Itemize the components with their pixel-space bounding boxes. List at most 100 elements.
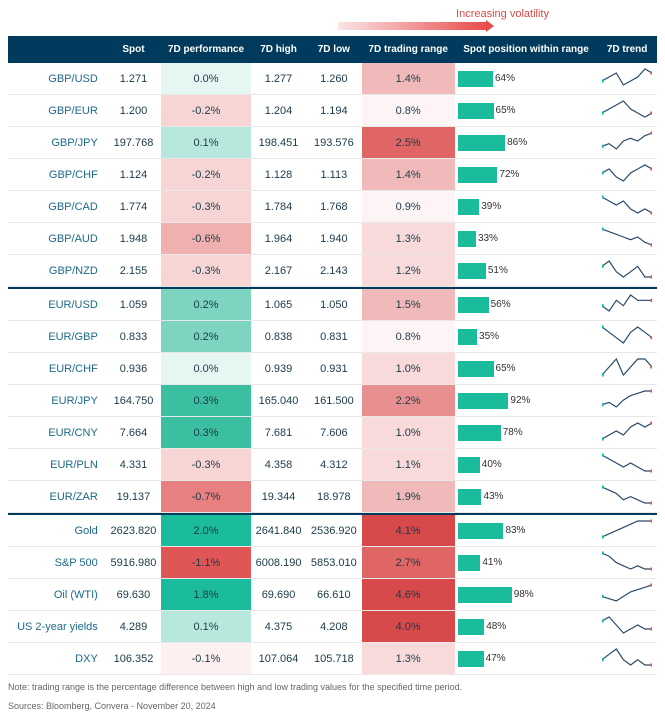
table-row: EUR/ZAR 19.137 -0.7% 19.344 18.978 1.9% … — [8, 481, 657, 513]
col-header: 7D performance — [161, 36, 251, 63]
position-cell: 43% — [455, 481, 597, 513]
high-value: 19.344 — [251, 481, 306, 513]
position-cell: 39% — [455, 191, 597, 223]
table-row: EUR/USD 1.059 0.2% 1.065 1.050 1.5% 56% — [8, 288, 657, 321]
spot-value: 197.768 — [106, 127, 161, 159]
low-value: 1.194 — [306, 95, 361, 127]
high-value: 2.167 — [251, 255, 306, 287]
spot-value: 106.352 — [106, 643, 161, 675]
high-value: 1.204 — [251, 95, 306, 127]
trend-cell — [597, 353, 657, 385]
range-cell: 4.1% — [362, 514, 455, 547]
high-value: 7.681 — [251, 417, 306, 449]
pair-name: GBP/USD — [8, 63, 106, 95]
high-value: 6008.190 — [251, 547, 306, 579]
spot-value: 7.664 — [106, 417, 161, 449]
perf-cell: -0.3% — [161, 255, 251, 287]
range-cell: 1.3% — [362, 223, 455, 255]
position-cell: 51% — [455, 255, 597, 287]
table-row: GBP/USD 1.271 0.0% 1.277 1.260 1.4% 64% — [8, 63, 657, 95]
high-value: 1.128 — [251, 159, 306, 191]
volatility-gradient — [338, 22, 488, 30]
trend-cell — [597, 643, 657, 675]
range-cell: 1.1% — [362, 449, 455, 481]
pair-name: GBP/JPY — [8, 127, 106, 159]
trend-cell — [597, 223, 657, 255]
position-cell: 65% — [455, 95, 597, 127]
trend-cell — [597, 417, 657, 449]
range-cell: 1.4% — [362, 159, 455, 191]
table-header: Spot7D performance7D high7D low7D tradin… — [8, 36, 657, 63]
table-row: EUR/CHF 0.936 0.0% 0.939 0.931 1.0% 65% — [8, 353, 657, 385]
table-row: GBP/EUR 1.200 -0.2% 1.204 1.194 0.8% 65% — [8, 95, 657, 127]
range-cell: 4.0% — [362, 611, 455, 643]
spot-value: 1.124 — [106, 159, 161, 191]
trend-cell — [597, 449, 657, 481]
high-value: 0.838 — [251, 321, 306, 353]
pair-name: Oil (WTI) — [8, 579, 106, 611]
spot-value: 4.331 — [106, 449, 161, 481]
low-value: 2.143 — [306, 255, 361, 287]
spot-value: 19.137 — [106, 481, 161, 513]
position-cell: 35% — [455, 321, 597, 353]
low-value: 4.312 — [306, 449, 361, 481]
table-row: GBP/CHF 1.124 -0.2% 1.128 1.113 1.4% 72% — [8, 159, 657, 191]
perf-cell: 2.0% — [161, 514, 251, 547]
trend-cell — [597, 127, 657, 159]
range-cell: 2.7% — [362, 547, 455, 579]
perf-cell: 0.3% — [161, 385, 251, 417]
pair-name: DXY — [8, 643, 106, 675]
position-cell: 64% — [455, 63, 597, 95]
range-cell: 1.0% — [362, 417, 455, 449]
low-value: 0.931 — [306, 353, 361, 385]
position-cell: 72% — [455, 159, 597, 191]
perf-cell: -0.1% — [161, 643, 251, 675]
forex-table: Spot7D performance7D high7D low7D tradin… — [8, 36, 657, 675]
pair-name: GBP/NZD — [8, 255, 106, 287]
position-cell: 92% — [455, 385, 597, 417]
pair-name: EUR/CHF — [8, 353, 106, 385]
position-cell: 33% — [455, 223, 597, 255]
position-cell: 41% — [455, 547, 597, 579]
perf-cell: 0.1% — [161, 127, 251, 159]
table-row: EUR/CNY 7.664 0.3% 7.681 7.606 1.0% 78% — [8, 417, 657, 449]
range-cell: 0.8% — [362, 321, 455, 353]
position-cell: 98% — [455, 579, 597, 611]
low-value: 0.831 — [306, 321, 361, 353]
trend-cell — [597, 385, 657, 417]
table-row: GBP/AUD 1.948 -0.6% 1.964 1.940 1.3% 33% — [8, 223, 657, 255]
high-value: 165.040 — [251, 385, 306, 417]
spot-value: 1.200 — [106, 95, 161, 127]
footnote-note: Note: trading range is the percentage di… — [8, 681, 657, 694]
range-cell: 1.0% — [362, 353, 455, 385]
table-row: EUR/PLN 4.331 -0.3% 4.358 4.312 1.1% 40% — [8, 449, 657, 481]
col-header: Spot — [106, 36, 161, 63]
spot-value: 0.936 — [106, 353, 161, 385]
low-value: 1.940 — [306, 223, 361, 255]
trend-cell — [597, 547, 657, 579]
pair-name: EUR/PLN — [8, 449, 106, 481]
pair-name: GBP/EUR — [8, 95, 106, 127]
perf-cell: -0.3% — [161, 449, 251, 481]
table-row: DXY 106.352 -0.1% 107.064 105.718 1.3% 4… — [8, 643, 657, 675]
trend-cell — [597, 288, 657, 321]
trend-cell — [597, 321, 657, 353]
col-header: 7D high — [251, 36, 306, 63]
spot-value: 0.833 — [106, 321, 161, 353]
high-value: 2641.840 — [251, 514, 306, 547]
low-value: 193.576 — [306, 127, 361, 159]
high-value: 4.358 — [251, 449, 306, 481]
position-cell: 65% — [455, 353, 597, 385]
spot-value: 4.289 — [106, 611, 161, 643]
pair-name: GBP/CAD — [8, 191, 106, 223]
position-cell: 78% — [455, 417, 597, 449]
range-cell: 1.5% — [362, 288, 455, 321]
range-cell: 4.6% — [362, 579, 455, 611]
position-cell: 40% — [455, 449, 597, 481]
low-value: 66.610 — [306, 579, 361, 611]
table-row: GBP/CAD 1.774 -0.3% 1.784 1.768 0.9% 39% — [8, 191, 657, 223]
position-cell: 48% — [455, 611, 597, 643]
perf-cell: -0.2% — [161, 159, 251, 191]
pair-name: EUR/JPY — [8, 385, 106, 417]
perf-cell: 0.0% — [161, 353, 251, 385]
